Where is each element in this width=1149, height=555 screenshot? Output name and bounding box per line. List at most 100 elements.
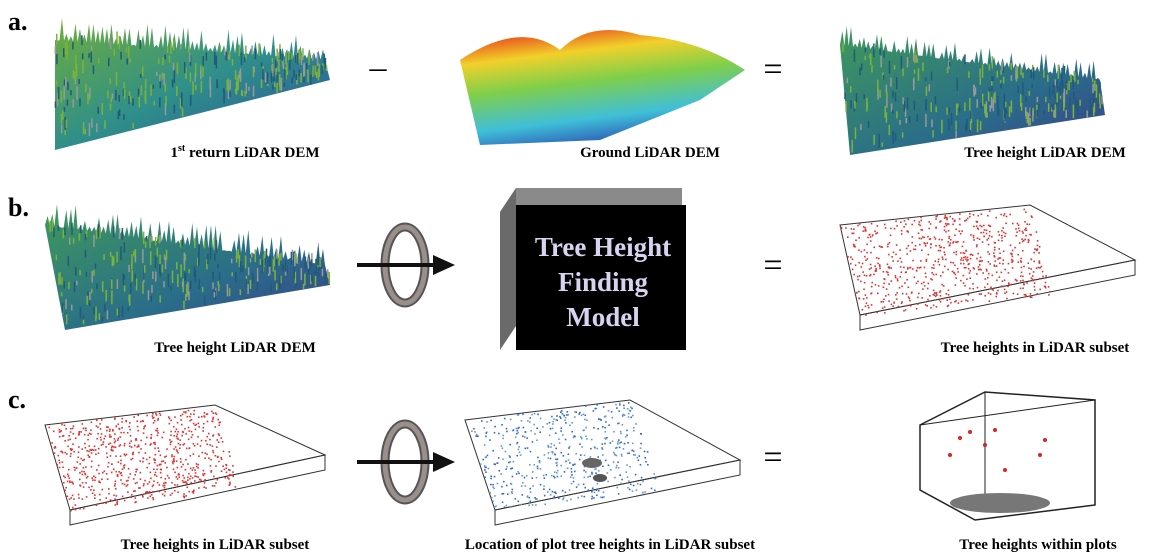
point [1001, 285, 1004, 288]
point [211, 485, 214, 487]
point [552, 423, 554, 425]
point [995, 271, 998, 274]
point [927, 298, 929, 301]
point [80, 431, 82, 433]
point [615, 466, 618, 469]
point [485, 435, 487, 438]
point [192, 490, 195, 493]
point [963, 252, 966, 255]
point [176, 421, 179, 424]
point [158, 450, 160, 453]
point [160, 468, 163, 471]
point [934, 295, 937, 298]
point [116, 501, 118, 504]
point [572, 436, 575, 439]
point [997, 239, 1000, 242]
point [954, 300, 956, 303]
point [985, 268, 988, 271]
point [482, 458, 485, 461]
point [863, 274, 866, 277]
point [553, 444, 556, 447]
point [592, 410, 595, 412]
point [508, 461, 510, 464]
point [896, 278, 899, 280]
point [901, 292, 904, 295]
point [867, 304, 869, 307]
operator: = [763, 439, 782, 476]
point [493, 463, 496, 465]
point [109, 455, 112, 457]
point [865, 230, 867, 232]
point [113, 441, 116, 444]
point [952, 262, 955, 264]
point [853, 245, 855, 248]
point [156, 430, 159, 432]
point [1030, 268, 1032, 270]
point [79, 463, 81, 465]
point [178, 447, 181, 450]
point [623, 442, 626, 445]
point [595, 407, 598, 410]
point [559, 415, 561, 418]
point [882, 270, 885, 273]
point [97, 426, 99, 428]
point [175, 428, 178, 431]
point [940, 220, 942, 222]
point [975, 245, 978, 248]
point [117, 423, 120, 426]
point [90, 429, 92, 432]
point [944, 215, 947, 217]
point [162, 484, 164, 487]
point [206, 443, 209, 446]
point [1003, 214, 1005, 217]
point [963, 256, 965, 259]
point [187, 479, 189, 481]
point [617, 441, 619, 443]
point [860, 266, 863, 268]
point [911, 241, 913, 244]
point [484, 456, 487, 459]
point [644, 491, 646, 493]
point [617, 467, 620, 469]
point [197, 416, 200, 419]
point [179, 444, 182, 446]
point [965, 266, 967, 269]
point [205, 487, 207, 489]
point [614, 447, 617, 449]
point [955, 251, 958, 253]
point [985, 232, 988, 235]
point [595, 472, 597, 474]
point [921, 236, 924, 238]
point [946, 305, 949, 308]
point [198, 426, 200, 428]
point [158, 412, 161, 415]
point [976, 221, 978, 223]
point [149, 471, 152, 474]
point [135, 439, 138, 441]
point [932, 304, 935, 307]
point [568, 447, 570, 449]
point [606, 472, 609, 474]
point [907, 244, 910, 247]
point [861, 262, 864, 265]
point [109, 428, 111, 431]
point [180, 423, 183, 426]
point [915, 307, 918, 310]
point [984, 286, 986, 289]
model-text: Finding [558, 267, 649, 297]
point [551, 427, 554, 430]
point [207, 432, 210, 435]
point [601, 496, 604, 499]
point [535, 498, 538, 500]
point [1021, 249, 1024, 252]
point [108, 492, 110, 495]
point [186, 486, 189, 489]
point [988, 253, 991, 255]
point [556, 472, 558, 474]
point [575, 452, 577, 455]
point [547, 444, 549, 447]
point [586, 419, 588, 421]
point [943, 251, 946, 254]
point [909, 250, 912, 252]
point [152, 416, 155, 419]
